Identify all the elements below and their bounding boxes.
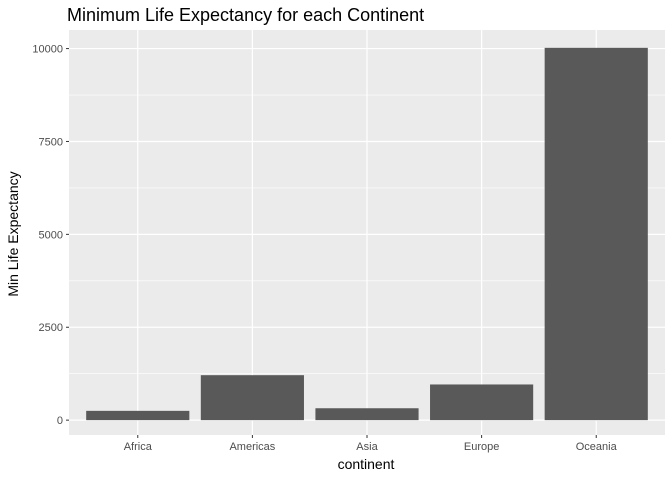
y-tick-label: 5000 <box>39 229 63 241</box>
x-tick-label: Oceania <box>576 441 618 453</box>
y-tick-label: 2500 <box>39 322 63 334</box>
x-tick-label: Europe <box>464 441 499 453</box>
y-axis-title: Min Life Expectancy <box>5 171 21 296</box>
bar-europe <box>430 384 534 421</box>
bar-oceania <box>544 47 648 421</box>
bar-africa <box>86 410 190 421</box>
y-tick-label: 0 <box>57 415 63 427</box>
y-tick-label: 10000 <box>32 44 63 56</box>
chart-title: Minimum Life Expectancy for each Contine… <box>67 5 424 25</box>
bars <box>86 47 648 421</box>
y-tick-label: 7500 <box>39 136 63 148</box>
bar-asia <box>315 408 419 421</box>
x-axis-title: continent <box>338 456 395 472</box>
x-tick-label: Africa <box>124 441 153 453</box>
x-tick-label: Asia <box>356 441 378 453</box>
x-axis-ticks: Africa Americas Asia Europe Oceania <box>124 435 618 453</box>
bar-americas <box>200 375 304 421</box>
x-tick-label: Americas <box>229 441 275 453</box>
y-axis-ticks: 0 2500 5000 7500 10000 <box>32 44 69 427</box>
